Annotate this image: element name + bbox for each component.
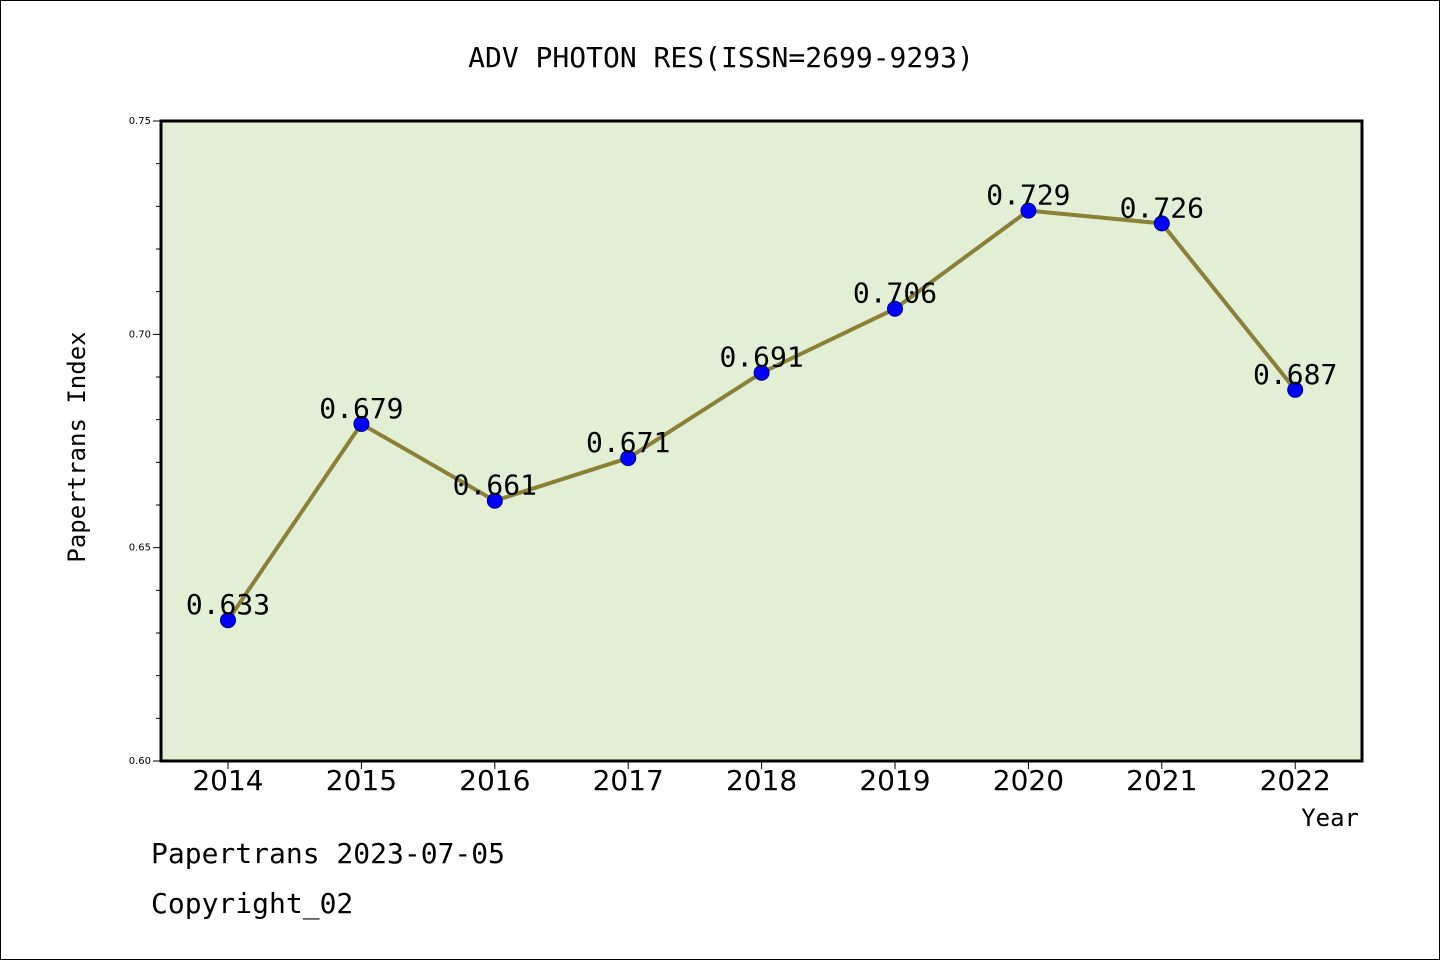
data-label: 0.661 <box>453 469 537 502</box>
x-tick-label: 2021 <box>1126 764 1197 797</box>
data-point <box>486 492 503 509</box>
data-label: 0.691 <box>719 341 803 374</box>
y-axis-label: Papertrans Index <box>63 331 91 562</box>
x-tick-label: 2016 <box>459 764 530 797</box>
x-tick-label: 2018 <box>726 764 797 797</box>
data-labels: 0.633 0.679 0.661 0.671 0.691 0.706 0.729 0.726… <box>186 179 1337 622</box>
footer-copyright: Copyright_02 <box>151 887 354 920</box>
data-point <box>753 364 770 381</box>
data-point <box>353 415 370 432</box>
y-tick-label: 0.65 <box>129 543 151 554</box>
x-tick-label: 2014 <box>192 764 263 797</box>
x-tick-label: 2015 <box>326 764 397 797</box>
data-points <box>220 202 1304 629</box>
x-tick-label: 2022 <box>1260 764 1331 797</box>
data-point <box>1020 202 1037 219</box>
x-tick-label: 2020 <box>993 764 1064 797</box>
data-label: 0.729 <box>986 179 1070 212</box>
x-tick-label: 2017 <box>593 764 664 797</box>
footer-date: Papertrans 2023-07-05 <box>151 837 506 870</box>
y-tick-label: 0.75 <box>129 116 151 127</box>
data-point <box>887 300 903 317</box>
y-tick-label: 0.60 <box>129 756 151 767</box>
data-label: 0.687 <box>1253 358 1337 391</box>
x-axis-label: Year <box>1301 804 1359 832</box>
data-label: 0.706 <box>853 277 937 310</box>
data-point <box>1287 381 1304 398</box>
data-point <box>1153 215 1170 232</box>
data-label: 0.726 <box>1120 191 1204 224</box>
x-axis: 2014 2015 2016 2017 2018 2019 2020 2021 2022 <box>192 761 1331 797</box>
data-point <box>620 450 637 467</box>
y-axis: 0.60 0.65 0.70 0.75 <box>129 116 161 767</box>
data-point <box>220 612 236 629</box>
data-label: 0.679 <box>319 392 403 425</box>
x-tick-label: 2019 <box>859 764 930 797</box>
data-label: 0.671 <box>586 426 670 459</box>
y-tick-label: 0.70 <box>129 329 151 340</box>
data-label: 0.633 <box>186 588 270 621</box>
chart-title: ADV PHOTON RES(ISSN=2699-9293) <box>468 41 974 74</box>
